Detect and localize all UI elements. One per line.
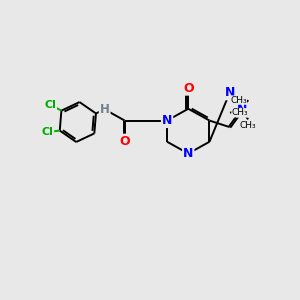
Text: CH₃: CH₃: [240, 121, 256, 130]
Text: N: N: [237, 103, 247, 116]
Text: H: H: [100, 103, 110, 116]
Text: N: N: [224, 86, 235, 99]
Text: Cl: Cl: [44, 100, 56, 110]
Text: O: O: [183, 82, 194, 95]
Text: N: N: [162, 114, 172, 127]
Text: CH₃: CH₃: [230, 96, 247, 105]
Text: O: O: [119, 135, 130, 148]
Text: Cl: Cl: [41, 127, 53, 137]
Text: CH₃: CH₃: [232, 108, 248, 117]
Text: N: N: [183, 147, 194, 160]
